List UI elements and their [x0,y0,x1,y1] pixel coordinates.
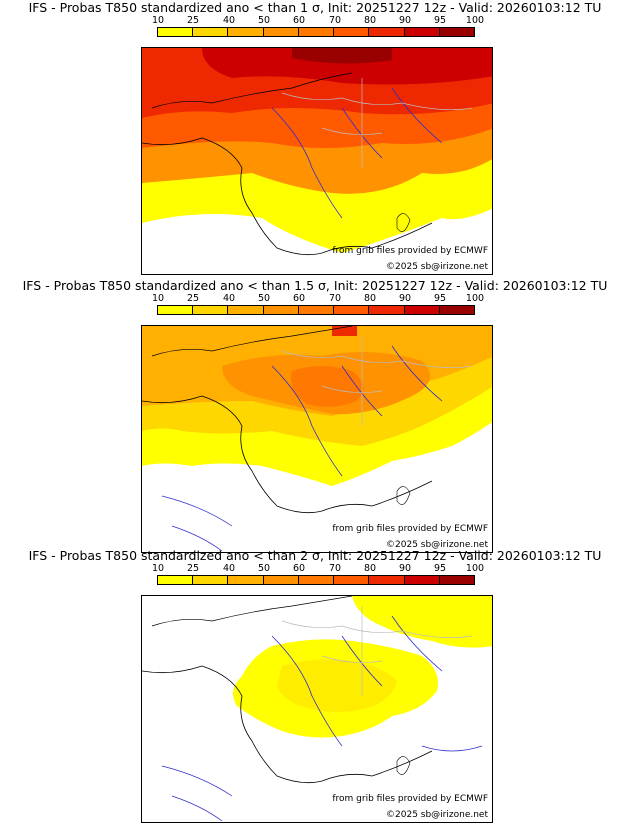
colorbar-tick: 95 [433,293,447,304]
colorbar-tick: 90 [398,563,412,574]
source-credit: from grib files provided by ECMWF [332,794,488,804]
colorbar-swatch [404,306,440,314]
colorbar [157,575,475,585]
panel-title: IFS - Probas T850 standardized ano < tha… [28,0,602,15]
colorbar-swatch [334,306,370,314]
colorbar-tick: 90 [398,15,412,26]
map-panel-1sigma: IFS - Probas T850 standardized ano < tha… [0,0,630,275]
copyright: ©2025 sb@irizone.net [386,540,488,550]
map-panel-2sigma: IFS - Probas T850 standardized ano < tha… [0,548,630,823]
colorbar-labels: 10 25 40 50 60 70 80 90 95 100 [150,563,490,575]
colorbar-tick: 80 [363,15,377,26]
colorbar-swatch [369,576,405,584]
colorbar-tick: 25 [186,563,200,574]
map-panel-1-5sigma: IFS - Probas T850 standardized ano < tha… [0,278,630,553]
colorbar-tick: 10 [151,15,165,26]
source-credit: from grib files provided by ECMWF [332,524,488,534]
colorbar-tick: 80 [363,563,377,574]
colorbar-tick: 95 [433,15,447,26]
colorbar-tick: 40 [222,15,236,26]
copyright: ©2025 sb@irizone.net [386,810,488,820]
colorbar-tick: 60 [292,15,306,26]
colorbar-swatch [334,576,370,584]
colorbar-tick: 10 [151,563,165,574]
colorbar-tick: 25 [186,293,200,304]
panel-title: IFS - Probas T850 standardized ano < tha… [22,278,608,293]
colorbar-swatch [439,28,474,36]
colorbar-labels: 10 25 40 50 60 70 80 90 95 100 [150,293,490,305]
colorbar [157,305,475,315]
colorbar-tick: 90 [398,293,412,304]
panel-title: IFS - Probas T850 standardized ano < tha… [28,548,602,563]
map-area: from grib files provided by ECMWF ©2025 … [141,595,493,823]
colorbar-swatch [298,306,335,314]
colorbar-labels: 10 25 40 50 60 70 80 90 95 100 [150,15,490,27]
colorbar-swatch [228,306,264,314]
colorbar-tick: 80 [363,293,377,304]
colorbar-swatch [158,306,194,314]
colorbar-swatch [334,28,370,36]
copyright: ©2025 sb@irizone.net [386,262,488,272]
colorbar-tick: 25 [186,15,200,26]
colorbar-tick: 50 [257,293,271,304]
colorbar-swatch [193,306,229,314]
colorbar-swatch [228,28,264,36]
colorbar-swatch [228,576,264,584]
colorbar-swatch [158,576,194,584]
colorbar-tick: 100 [465,563,485,574]
colorbar-tick: 10 [151,293,165,304]
colorbar-tick: 40 [222,293,236,304]
colorbar-tick: 70 [328,563,342,574]
colorbar-swatch [263,576,299,584]
colorbar-swatch [263,28,299,36]
probability-map [142,326,492,552]
colorbar-tick: 60 [292,293,306,304]
colorbar-swatch [193,576,229,584]
colorbar-swatch [369,306,405,314]
colorbar-tick: 40 [222,563,236,574]
colorbar-tick: 50 [257,15,271,26]
colorbar-swatch [404,28,440,36]
colorbar-tick: 70 [328,15,342,26]
colorbar-swatch [404,576,440,584]
colorbar-tick: 70 [328,293,342,304]
colorbar-swatch [298,28,335,36]
colorbar-swatch [158,28,194,36]
colorbar-tick: 100 [465,15,485,26]
probability-map [142,596,492,822]
colorbar [157,27,475,37]
colorbar-swatch [369,28,405,36]
colorbar-tick: 50 [257,563,271,574]
map-area: from grib files provided by ECMWF ©2025 … [141,47,493,275]
colorbar-tick: 95 [433,563,447,574]
source-credit: from grib files provided by ECMWF [332,246,488,256]
colorbar-swatch [439,576,474,584]
colorbar-swatch [298,576,335,584]
colorbar-swatch [263,306,299,314]
probability-map [142,48,492,274]
colorbar-swatch [439,306,474,314]
colorbar-swatch [193,28,229,36]
colorbar-tick: 100 [465,293,485,304]
map-area: from grib files provided by ECMWF ©2025 … [141,325,493,553]
colorbar-tick: 60 [292,563,306,574]
